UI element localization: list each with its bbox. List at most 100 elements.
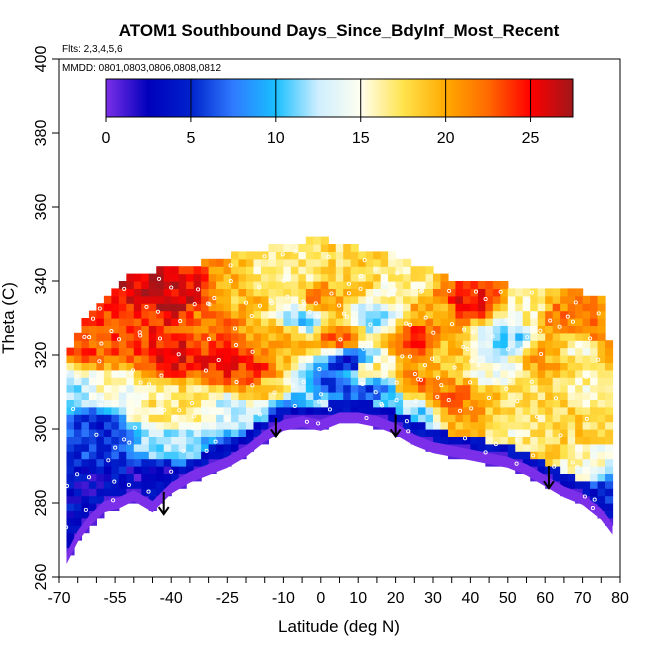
- heatmap-cell: [545, 429, 554, 437]
- heatmap-cell: [605, 503, 614, 511]
- heatmap-cell: [96, 406, 105, 415]
- heatmap-cell: [567, 399, 576, 408]
- heatmap-cell: [380, 355, 389, 363]
- heatmap-cell: [298, 369, 307, 378]
- heatmap-cell: [111, 340, 120, 349]
- heatmap-cell: [268, 244, 277, 252]
- heatmap-cell: [253, 251, 262, 260]
- heatmap-cell: [88, 332, 97, 341]
- heatmap-cell: [193, 369, 202, 378]
- heatmap-cell: [410, 340, 419, 349]
- heatmap-cell: [447, 406, 457, 415]
- observation-dots: [64, 249, 601, 530]
- heatmap-cell: [328, 362, 337, 371]
- observation-dot: [204, 448, 209, 453]
- heatmap-cell: [530, 421, 539, 430]
- heatmap-cell: [96, 495, 105, 504]
- heatmap-cell: [216, 266, 225, 275]
- heatmap-cell: [208, 362, 217, 371]
- observation-dot: [122, 437, 127, 442]
- heatmap-cell: [231, 421, 240, 430]
- heatmap-cell: [231, 266, 240, 275]
- heatmap-cell: [447, 384, 457, 393]
- observation-dot: [573, 300, 578, 305]
- heatmap-cell: [358, 377, 367, 386]
- heatmap-cell: [298, 332, 307, 341]
- heatmap-cell: [246, 421, 255, 430]
- heatmap-cell: [193, 429, 202, 437]
- observation-dot: [435, 375, 441, 380]
- y-tick-label: 300: [33, 416, 50, 443]
- heatmap-cell: [290, 332, 299, 341]
- heatmap-cell: [477, 340, 486, 349]
- heatmap-cell: [462, 318, 471, 326]
- heatmap-cell: [163, 369, 172, 378]
- heatmap-cell: [597, 303, 606, 312]
- heatmap-cell: [500, 347, 509, 356]
- heatmap-cell: [605, 421, 614, 430]
- heatmap-cell: [537, 421, 546, 430]
- heatmap-cell: [358, 258, 367, 267]
- heatmap-cell: [290, 392, 299, 400]
- heatmap-cell: [156, 295, 165, 304]
- heatmap-cell: [253, 421, 262, 430]
- heatmap-cell: [567, 406, 576, 415]
- heatmap-cell: [597, 399, 606, 408]
- heatmap-cell: [575, 340, 584, 349]
- heatmap-cell: [231, 251, 240, 260]
- heatmap-cell: [111, 443, 120, 452]
- observation-dot: [111, 498, 116, 503]
- heatmap-cell: [515, 310, 524, 319]
- heatmap-cell: [343, 362, 352, 371]
- heatmap-cell: [507, 355, 516, 363]
- heatmap-cell: [328, 347, 337, 356]
- x-tick-label: -25: [216, 590, 239, 607]
- heatmap-cell: [163, 429, 172, 437]
- heatmap-cell: [358, 362, 367, 371]
- heatmap-cell: [201, 332, 210, 341]
- heatmap-cell: [141, 295, 150, 304]
- heatmap-cell: [597, 377, 606, 386]
- heatmap-cell: [328, 384, 337, 393]
- heatmap-cell: [380, 332, 389, 341]
- heatmap-cell: [515, 377, 524, 386]
- heatmap-cell: [500, 399, 509, 408]
- heatmap-cell: [253, 406, 262, 415]
- heatmap-cell: [171, 384, 180, 393]
- heatmap-cell: [365, 251, 374, 260]
- heatmap-cell: [395, 384, 404, 393]
- heatmap-cell: [103, 480, 112, 489]
- heatmap-cell: [418, 281, 427, 289]
- heatmap-cell: [440, 281, 449, 289]
- heatmap-cell: [350, 266, 359, 275]
- heatmap-cell: [96, 332, 105, 341]
- observation-dot: [64, 483, 70, 488]
- heatmap-cell: [485, 288, 494, 297]
- heatmap-cell: [605, 392, 614, 400]
- observation-dot: [430, 356, 435, 361]
- heatmap-cell: [193, 399, 202, 408]
- heatmap-cell: [365, 377, 374, 386]
- heatmap-cell: [492, 318, 501, 326]
- heatmap-cell: [313, 251, 322, 260]
- heatmap-cell: [530, 369, 539, 378]
- heatmap-cell: [552, 421, 561, 430]
- heatmap-cell: [73, 495, 83, 504]
- observation-dot: [344, 314, 349, 319]
- heatmap-cell: [118, 421, 127, 430]
- heatmap-cell: [328, 273, 337, 282]
- heatmap-cell: [298, 295, 307, 304]
- heatmap-cell: [246, 347, 255, 356]
- heatmap-cell: [373, 347, 382, 356]
- heatmap-cell: [171, 295, 180, 304]
- heatmap-cell: [380, 258, 389, 267]
- heatmap-cell: [380, 266, 389, 275]
- heatmap-cell: [201, 399, 210, 408]
- heatmap-cell: [418, 369, 427, 378]
- heatmap-cell: [118, 332, 127, 341]
- heatmap-cell: [193, 340, 202, 349]
- heatmap-cell: [133, 480, 142, 489]
- heatmap-cell: [433, 355, 442, 363]
- heatmap-cell: [141, 406, 150, 415]
- heatmap-cell: [260, 414, 270, 423]
